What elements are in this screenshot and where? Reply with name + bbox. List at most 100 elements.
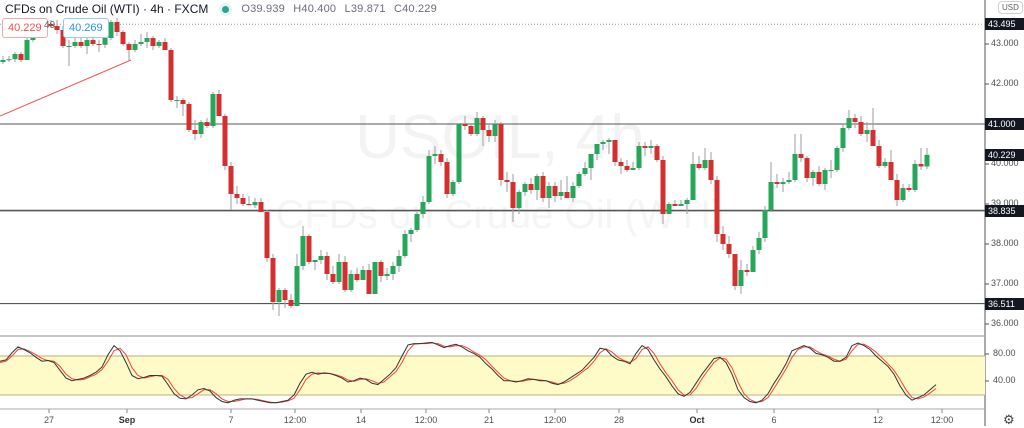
price-level-tag: 40.229 [985, 148, 1024, 161]
candle-body [294, 266, 300, 306]
candle-body [84, 40, 90, 46]
candle-body [720, 234, 726, 244]
candle-body [588, 154, 594, 168]
candle-body [900, 188, 906, 200]
candle-body [402, 234, 408, 256]
candle-body [492, 124, 498, 136]
time-tick-label: 12 [872, 415, 884, 425]
candle-body [18, 54, 24, 60]
candle-body [576, 174, 582, 186]
candle-body [540, 176, 546, 198]
candle-body [240, 198, 246, 204]
candle-body [276, 290, 282, 302]
candle-body [774, 182, 780, 184]
candle-body [654, 146, 660, 160]
candle-body [456, 124, 462, 182]
candle-body [156, 42, 162, 46]
time-tick-label: 14 [355, 415, 367, 425]
candle-body [768, 182, 774, 210]
candle-body [366, 270, 372, 294]
candle-body [888, 162, 894, 180]
candle-body [846, 118, 852, 128]
candle-body [516, 192, 522, 208]
stochastic-k-line [0, 341, 937, 404]
settings-gear-icon[interactable]: ⚙ [1003, 412, 1015, 427]
candle-body [360, 270, 366, 280]
candle-body [792, 154, 798, 180]
candle-body [750, 250, 756, 272]
candle-body [624, 166, 630, 170]
candle-body [126, 44, 132, 50]
candle-body [810, 172, 816, 178]
candle-body [6, 59, 12, 61]
candle-body [558, 192, 564, 196]
candle-body [186, 104, 192, 130]
candle-body [54, 26, 60, 30]
candle-body [228, 166, 234, 194]
candle-body [552, 186, 558, 196]
candle-body [804, 158, 810, 178]
ohlc-close: C40.229 [393, 3, 437, 15]
oscillator-tick-label: 80.00 [993, 348, 1016, 358]
candle-body [432, 154, 438, 156]
candle-body [528, 184, 534, 190]
currency-label-button[interactable]: USD [998, 1, 1023, 14]
candle-body [282, 290, 288, 300]
candle-body [108, 22, 114, 38]
candle-body [534, 176, 540, 190]
candle-body [330, 274, 336, 282]
candle-body [264, 212, 270, 258]
candle-body [666, 204, 672, 214]
symbol-title[interactable]: CFDs on Crude Oil (WTI) · 4h · FXCM [5, 2, 209, 16]
candle-body [468, 126, 474, 134]
candle-body [396, 256, 402, 266]
candle-body [918, 164, 924, 167]
time-tick-label: 7 [228, 415, 234, 425]
chart-legend: CFDs on Crude Oil (WTI) · 4h · FXCM O39.… [5, 2, 442, 16]
candle-body [504, 180, 510, 182]
candle-body [726, 244, 732, 254]
candle-body [876, 146, 882, 166]
candle-body [306, 236, 312, 262]
candle-body [744, 270, 750, 272]
candle-body [522, 184, 528, 192]
price-level-tag: 38.835 [985, 204, 1024, 217]
candle-body [756, 238, 762, 250]
candle-body [822, 170, 828, 184]
candle-body [546, 186, 552, 198]
candle-body [912, 164, 918, 190]
candle-body [96, 44, 102, 45]
price-level-tag: 41.000 [985, 118, 1024, 130]
candle-body [72, 42, 78, 46]
candle-body [354, 274, 360, 280]
candle-body [660, 160, 666, 214]
candle-body [234, 194, 240, 198]
candle-body [780, 182, 786, 184]
candle-body [486, 130, 492, 136]
candle-body [390, 266, 396, 274]
candle-body [714, 180, 720, 234]
candle-body [594, 144, 600, 154]
sell-price-button[interactable]: 40.229 [2, 18, 48, 38]
candle-body [612, 140, 618, 162]
candle-body [162, 42, 168, 50]
time-tick-label: 12:00 [283, 415, 307, 425]
buy-price-button[interactable]: 40.269 [63, 18, 109, 38]
candle-body [864, 130, 870, 134]
candle-body [204, 122, 210, 126]
candle-body [708, 160, 714, 180]
candle-body [762, 210, 768, 238]
candle-body [210, 94, 216, 126]
candle-body [192, 130, 198, 134]
candle-body [618, 162, 624, 166]
price-tick-label: 43.000 [991, 38, 1019, 48]
time-tick-label: 12:00 [930, 415, 954, 425]
candle-body [690, 164, 696, 200]
candle-body [798, 154, 804, 158]
candle-body [312, 260, 318, 262]
candle-body [420, 202, 426, 214]
candle-body [462, 124, 468, 126]
candle-body [318, 256, 324, 260]
